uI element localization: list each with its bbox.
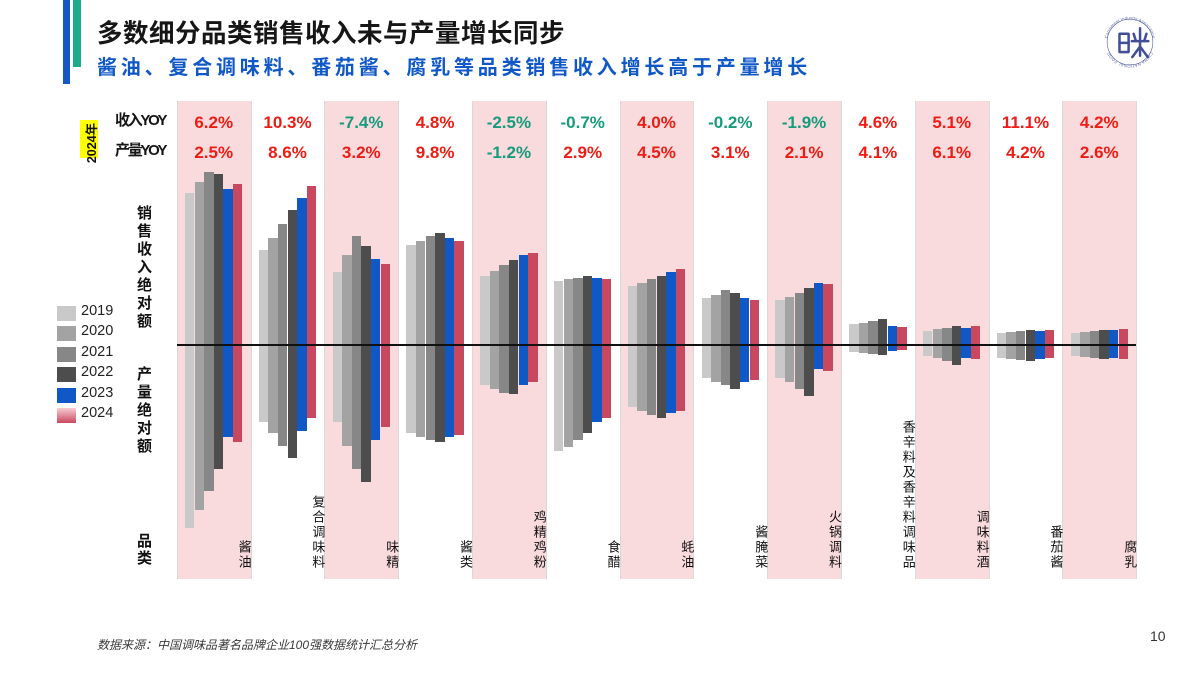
svg-text:Condiment Industry Associatio: Condiment Industry Association	[1103, 15, 1156, 39]
